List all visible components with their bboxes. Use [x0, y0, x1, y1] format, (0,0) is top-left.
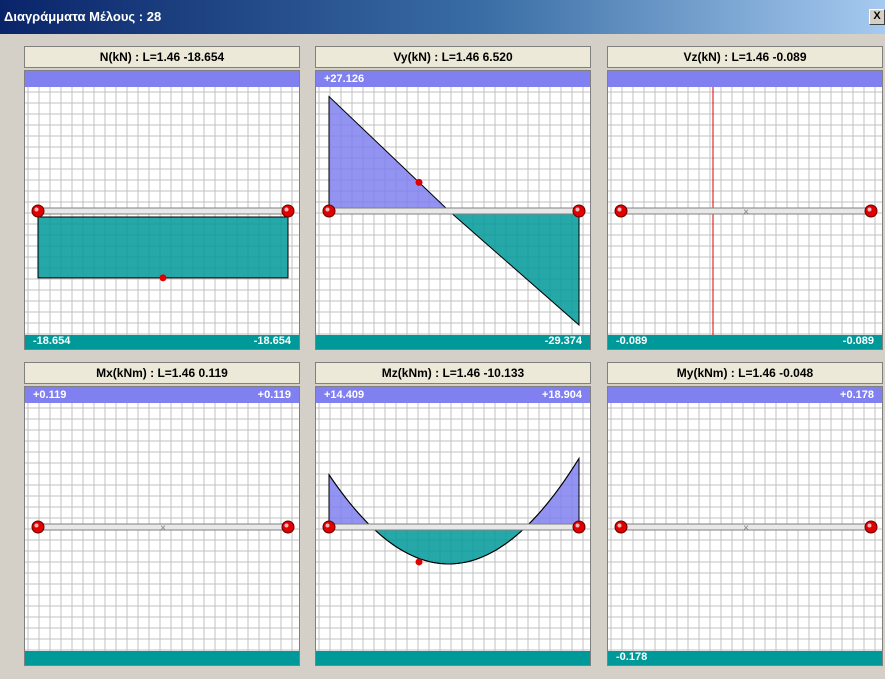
node-highlight: [325, 523, 330, 528]
max-band: [316, 71, 590, 87]
min-label-right: -29.374: [544, 335, 582, 347]
node-highlight: [575, 523, 580, 528]
close-button[interactable]: X: [869, 9, 885, 25]
node-highlight: [34, 523, 39, 528]
diagram-svg: [316, 387, 590, 665]
max-label-right: +0.119: [257, 389, 291, 401]
min-label-left: -18.654: [33, 335, 71, 347]
min-band: [608, 651, 882, 665]
node-icon: [322, 520, 336, 534]
node-icon: [281, 520, 295, 534]
node-icon: [281, 204, 295, 218]
node-icon: [864, 204, 878, 218]
node-highlight: [284, 523, 289, 528]
node-icon: [572, 204, 586, 218]
node-icon: [864, 520, 878, 534]
panel-title: Vz(kN) : L=1.46 -0.089: [607, 46, 883, 68]
diagram-plot: -18.654 -18.654: [24, 70, 300, 350]
min-band: [25, 651, 299, 665]
diagram-svg: [25, 71, 299, 349]
node-highlight: [617, 523, 622, 528]
node-icon: [572, 520, 586, 534]
member-bar: [328, 523, 580, 531]
member-bar: [37, 207, 289, 215]
diagram-plot: × +0.119 +0.119: [24, 386, 300, 666]
diagram-panel-n: N(kN) : L=1.46 -18.654 -18.654 -18.654: [24, 46, 300, 350]
panel-title: Mx(kNm) : L=1.46 0.119: [24, 362, 300, 384]
panel-title: N(kN) : L=1.46 -18.654: [24, 46, 300, 68]
diagram-plot: × -0.089 -0.089: [607, 70, 883, 350]
node-highlight: [867, 207, 872, 212]
window-title: Διαγράμματα Μέλους : 28: [4, 9, 162, 24]
node-highlight: [867, 523, 872, 528]
node-icon: [614, 204, 628, 218]
node-highlight: [617, 207, 622, 212]
max-band: [25, 71, 299, 87]
min-band: [608, 335, 882, 349]
diagram-svg: ×: [608, 71, 882, 349]
window-titlebar: Διαγράμματα Μέλους : 28 X: [0, 0, 885, 34]
node-icon: [614, 520, 628, 534]
diagram-plot: × +0.178 -0.178: [607, 386, 883, 666]
diagram-panel-vz: Vz(kN) : L=1.46 -0.089 × -0.089 -0.089: [607, 46, 883, 350]
node-highlight: [34, 207, 39, 212]
min-band: [25, 335, 299, 349]
panel-title: Mz(kNm) : L=1.46 -10.133: [315, 362, 591, 384]
min-band: [316, 335, 590, 349]
node-highlight: [284, 207, 289, 212]
max-band: [25, 387, 299, 403]
max-label-right: +0.178: [840, 389, 874, 401]
extreme-marker-icon: [415, 178, 423, 186]
max-band: [316, 387, 590, 403]
panel-title: Vy(kN) : L=1.46 6.520: [315, 46, 591, 68]
diagram-panel-my: My(kNm) : L=1.46 -0.048 × +0.178 -0.178: [607, 362, 883, 666]
center-mark-icon: ×: [743, 523, 749, 534]
extreme-marker-icon: [159, 274, 167, 282]
max-band: [608, 387, 882, 403]
node-highlight: [325, 207, 330, 212]
diagram-plot: +14.409 +18.904: [315, 386, 591, 666]
min-band: [316, 651, 590, 665]
max-label-left: +0.119: [33, 389, 67, 401]
min-label-right: -18.654: [253, 335, 291, 347]
min-label-right: -0.089: [842, 335, 874, 347]
negative-area: [37, 216, 289, 279]
node-icon: [31, 520, 45, 534]
diagram-panel-mz: Mz(kNm) : L=1.46 -10.133 +14.409 +18.904: [315, 362, 591, 666]
max-band: [608, 71, 882, 87]
member-bar: [328, 207, 580, 215]
grid: [608, 403, 882, 651]
min-label-left: -0.178: [616, 651, 648, 663]
diagram-panel-mx: Mx(kNm) : L=1.46 0.119 × +0.119 +0.119: [24, 362, 300, 666]
diagram-svg: ×: [25, 387, 299, 665]
node-icon: [322, 204, 336, 218]
min-label-left: -0.089: [616, 335, 648, 347]
diagram-plot: +27.126 -29.374: [315, 70, 591, 350]
node-highlight: [575, 207, 580, 212]
center-mark-icon: ×: [160, 523, 166, 534]
center-mark-icon: ×: [743, 207, 749, 218]
max-label-left: +27.126: [324, 73, 365, 85]
max-label-left: +14.409: [324, 389, 365, 401]
extreme-marker-icon: [415, 558, 423, 566]
diagram-svg: [316, 71, 590, 349]
max-label-right: +18.904: [541, 389, 582, 401]
node-icon: [31, 204, 45, 218]
diagram-svg: ×: [608, 387, 882, 665]
diagram-panel-vy: Vy(kN) : L=1.46 6.520 +27.126 -29.374: [315, 46, 591, 350]
panel-title: My(kNm) : L=1.46 -0.048: [607, 362, 883, 384]
